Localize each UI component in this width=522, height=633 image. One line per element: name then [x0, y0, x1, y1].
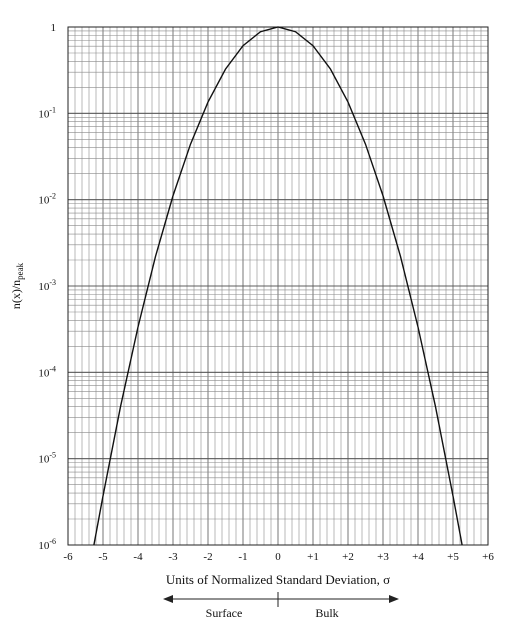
y-axis-label-main: n(x)/n: [9, 280, 23, 309]
grid: [67, 26, 489, 546]
x-tick-labels: -6 -5 -4 -3 -2 -1 0 +1 +2 +3 +4 +5 +6: [63, 551, 494, 563]
x-tick-label: -1: [238, 551, 247, 563]
x-tick-label: +2: [342, 551, 354, 563]
x-tick-label: -4: [133, 551, 143, 563]
y-tick-label: 10-2: [38, 192, 56, 207]
y-axis-label-sub: peak: [15, 262, 25, 279]
x-tick-label: +1: [307, 551, 319, 563]
x-tick-label: 0: [275, 551, 281, 563]
y-tick-label: 10-3: [38, 278, 56, 293]
x-tick-label: +3: [377, 551, 389, 563]
x-tick-label: +6: [482, 551, 494, 563]
y-tick-label: 10-6: [38, 537, 56, 552]
y-tick-label: 10-1: [38, 105, 56, 120]
x-tick-label: -5: [98, 551, 108, 563]
x-tick-label: -6: [63, 551, 73, 563]
x-tick-label: +4: [412, 551, 424, 563]
surface-label: Surface: [206, 606, 243, 620]
x-axis-label: Units of Normalized Standard Deviation, …: [166, 572, 390, 587]
y-tick-label: 10-5: [38, 451, 56, 466]
series-line: [93, 26, 463, 546]
y-tick-label: 10-4: [38, 364, 56, 379]
y-axis-label: n(x)/npeak: [9, 262, 25, 309]
x-tick-label: -3: [168, 551, 178, 563]
x-tick-label: -2: [203, 551, 212, 563]
y-tick-labels: 1 10-1 10-2 10-3 10-4 10-5 10-6: [38, 22, 56, 552]
y-tick-label: 1: [51, 22, 57, 34]
curve-group: [93, 26, 463, 546]
x-tick-label: +5: [447, 551, 459, 563]
bulk-label: Bulk: [315, 606, 338, 620]
